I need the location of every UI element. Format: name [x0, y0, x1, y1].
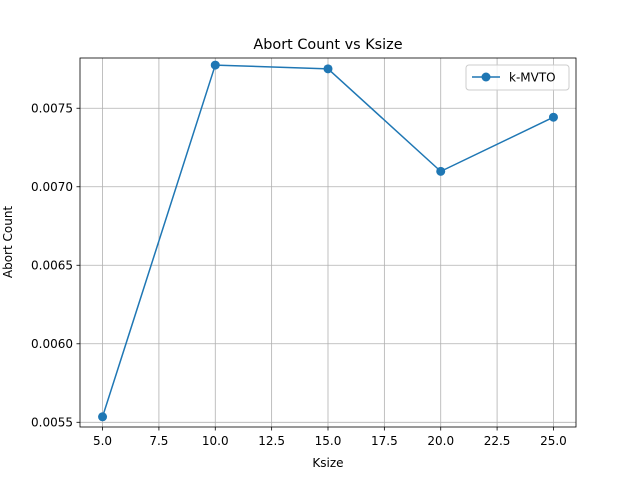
chart-title: Abort Count vs Ksize: [253, 37, 402, 53]
data-point: [323, 64, 333, 74]
x-tick-label: 20.0: [427, 434, 454, 448]
x-tick-label: 17.5: [371, 434, 398, 448]
data-point: [210, 60, 220, 70]
x-axis-ticks: 5.0 7.5 10.0 12.5 15.0 17.5 20.0 22.5 25.0: [93, 427, 567, 448]
legend-marker-k-mvto: [481, 72, 491, 82]
y-tick-label: 0.0065: [31, 259, 73, 273]
legend: k-MVTO: [465, 64, 570, 91]
y-tick-label: 0.0060: [31, 337, 73, 351]
data-point: [548, 112, 558, 122]
legend-label-k-mvto: k-MVTO: [509, 71, 556, 85]
legend-box: [465, 64, 570, 91]
y-tick-label: 0.0075: [31, 102, 73, 116]
x-tick-label: 22.5: [484, 434, 511, 448]
data-point: [436, 166, 446, 176]
x-tick-label: 15.0: [315, 434, 342, 448]
data-point: [98, 412, 108, 422]
y-tick-label: 0.0055: [31, 416, 73, 430]
y-axis-label: Abort Count: [1, 206, 15, 279]
x-tick-label: 12.5: [258, 434, 285, 448]
x-tick-label: 25.0: [540, 434, 567, 448]
x-tick-label: 5.0: [93, 434, 112, 448]
series-layer: [98, 60, 558, 422]
y-tick-label: 0.0070: [31, 180, 73, 194]
x-axis-label: Ksize: [312, 456, 343, 470]
y-axis-ticks: 0.0055 0.0060 0.0065 0.0070 0.0075: [31, 102, 80, 430]
x-tick-label: 7.5: [149, 434, 168, 448]
x-tick-label: 10.0: [202, 434, 229, 448]
